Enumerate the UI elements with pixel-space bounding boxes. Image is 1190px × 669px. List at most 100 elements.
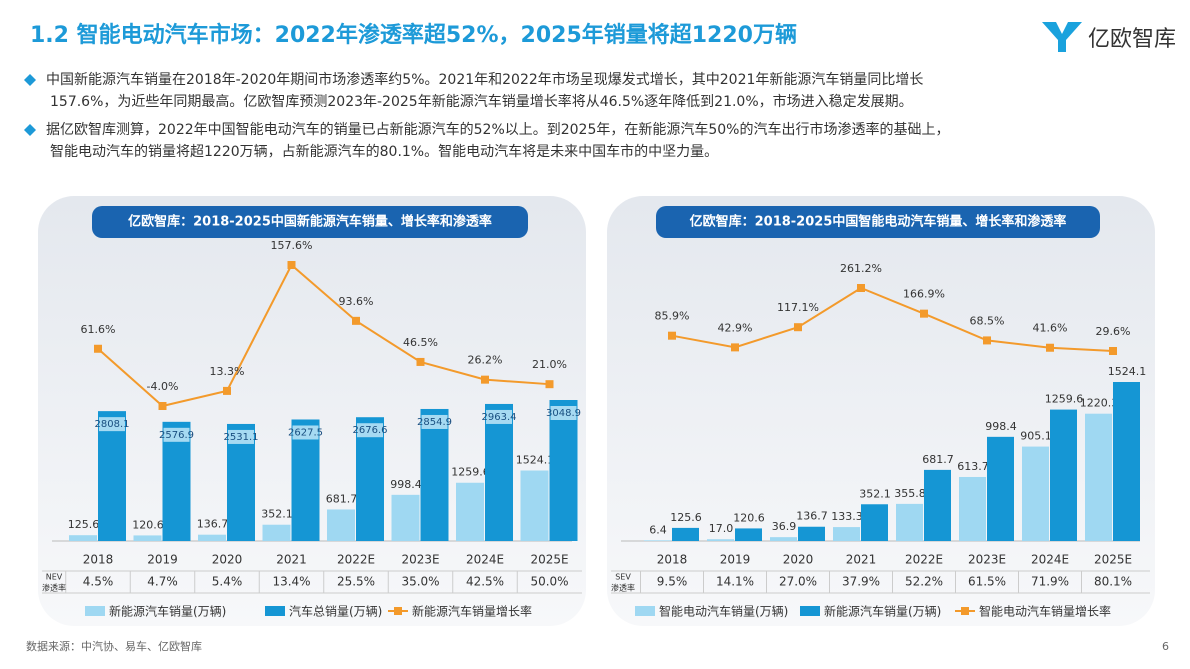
line-point [857,284,865,292]
value-label: 6.4 [649,523,667,536]
table-cell: 52.2% [905,575,943,589]
x-tick-label: 2018 [657,553,688,567]
value-label: 998.4 [985,420,1017,433]
table-cell: 27.0% [779,575,817,589]
chart-title-pill [92,206,528,238]
bar [735,528,762,541]
value-label: 2576.9 [159,430,194,441]
value-label: 93.6% [339,295,374,308]
x-tick-label: 2025E [530,553,568,567]
line-point [794,323,802,332]
table-cell: 37.9% [842,575,880,589]
bullet-text: 智能电动汽车的销量将超1220万辆，占新能源汽车的80.1%。智能电动汽车将是未… [50,143,718,160]
bar [520,470,549,541]
bullet-icon [24,74,36,86]
value-label: 3048.9 [546,408,581,419]
bar [98,411,126,541]
bar [959,476,986,541]
table-cell: 4.7% [147,575,178,589]
value-label: 117.1% [777,301,819,314]
x-tick-label: 2024E [1031,553,1069,567]
bar [549,400,578,541]
value-label: 352.1 [261,508,293,521]
value-label: 26.2% [468,354,503,367]
line-point [545,380,554,389]
bullet-text: 中国新能源汽车销量在2018年-2020年期间市场渗透率约5%。2021年和20… [46,71,923,88]
value-label: 681.7 [922,453,954,466]
label-box [357,423,383,438]
x-tick-label: 2020 [783,553,814,567]
value-label: 352.1 [859,487,891,500]
table-cell: 80.1% [1094,575,1132,589]
table-row-label: SEV [615,573,631,582]
table-cell: 42.5% [466,575,504,589]
line-point [416,357,425,366]
chart-title: 亿欧智库：2018-2025中国新能源汽车销量、增长率和渗透率 [128,214,492,230]
label-box [228,429,254,444]
label-box [163,427,190,442]
chart-title: 亿欧智库：2018-2025中国智能电动汽车销量、增长率和渗透率 [690,214,1067,230]
value-label: 681.7 [326,492,358,505]
value-label: 13.3% [210,365,245,378]
line-point [1109,347,1117,355]
value-label: 1220.3 [1080,397,1119,410]
value-label: 36.9 [772,520,797,533]
label-box [421,414,448,429]
bar [987,436,1014,541]
bullets: 中国新能源汽车销量在2018年-2020年期间市场渗透率约5%。2021年和20… [24,71,950,160]
value-label: 1259.6 [1045,393,1084,406]
value-label: 136.7 [197,518,229,531]
value-label: 166.9% [903,288,945,301]
bullet-text: 157.6%，为近些年同期最高。亿欧智库预测2023年-2025年新能源汽车销量… [50,93,913,110]
value-label: 136.7 [796,510,828,523]
table-cell: 25.5% [337,575,375,589]
value-label: 17.0 [709,522,734,535]
value-label: 1524.1 [516,454,555,467]
table-cell: 5.4% [212,575,243,589]
value-label: 125.6 [68,518,100,531]
bar [896,503,923,541]
x-tick-label: 2018 [83,553,114,567]
logo: 亿欧智库 [1042,22,1176,52]
table-cell: 4.5% [83,575,114,589]
bar [485,403,513,541]
legend-swatch [800,606,820,616]
bar [924,469,951,541]
bar [672,527,699,541]
table-cell: 50.0% [530,575,568,589]
value-label: 2676.6 [353,425,388,436]
bar [198,534,226,541]
bar [1113,382,1140,541]
x-tick-label: 2022E [905,553,943,567]
value-label: -4.0% [147,380,179,393]
value-label: 613.7 [957,460,989,473]
value-label: 157.6% [271,239,313,252]
value-label: 2627.5 [288,427,323,438]
x-tick-label: 2021 [846,553,877,567]
legend-label: 新能源汽车销量(万辆) [824,604,941,619]
slide-title: 1.2 智能电动汽车市场：2022年渗透率超52%，2025年销量将超1220万… [30,22,797,48]
table-row-label: 渗透率 [42,583,66,593]
value-label: 905.1 [1020,430,1052,443]
legend-swatch [265,606,285,616]
legend-label: 智能电动汽车销量(万辆) [659,604,788,619]
x-tick-label: 2023E [401,553,439,567]
bar [133,535,162,541]
x-tick-label: 2025E [1094,553,1132,567]
logo-icon [1042,22,1082,52]
value-label: 29.6% [1096,325,1131,338]
table-cell: 13.4% [272,575,310,589]
legend-label: 新能源汽车销量(万辆) [109,604,226,619]
bar [327,509,355,541]
legend-swatch [85,606,105,616]
x-tick-label: 2019 [720,553,751,567]
source: 数据来源：中汽协、易车、亿欧智库 [26,639,202,653]
value-label: 21.0% [532,358,567,371]
bar [1085,413,1112,541]
line-point [223,386,231,395]
legend-label: 新能源汽车销量增长率 [412,604,532,619]
line-point [158,402,167,410]
value-label: 261.2% [840,262,882,275]
value-label: 355.8 [894,487,926,500]
